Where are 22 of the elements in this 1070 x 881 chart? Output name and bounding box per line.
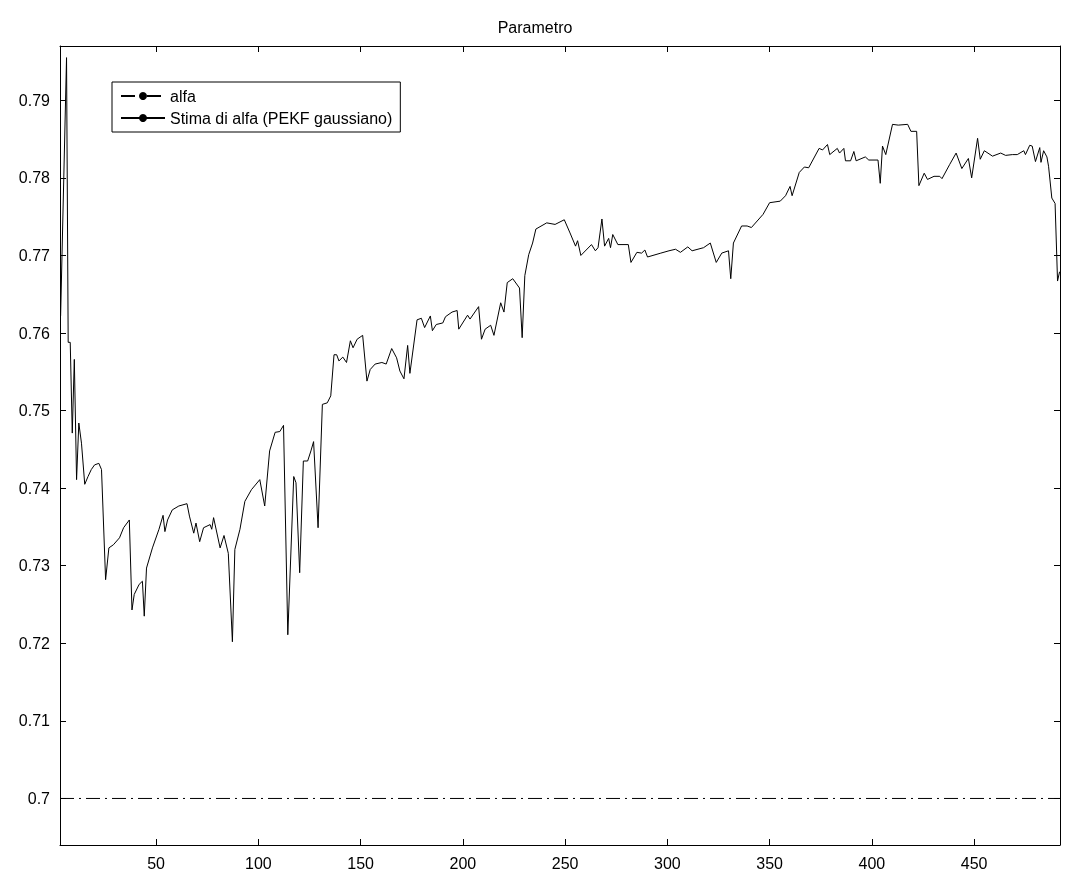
- y-tick-label: 0.71: [18, 712, 51, 730]
- y-tick-label: 0.74: [18, 479, 51, 497]
- x-tick-label: 150: [347, 854, 375, 872]
- y-tick-label: 0.7: [27, 789, 51, 807]
- chart-title: Parametro: [497, 18, 573, 36]
- x-tick-label: 300: [654, 854, 681, 872]
- x-tick-label: 250: [551, 854, 579, 872]
- y-tick-label: 0.72: [18, 634, 51, 652]
- y-tick-label: 0.79: [18, 91, 51, 109]
- y-tick-label: 0.76: [18, 324, 51, 342]
- x-tick-label: 400: [858, 854, 886, 872]
- y-tick-label: 0.73: [18, 557, 51, 575]
- legend-label: alfa: [170, 87, 196, 105]
- x-tick-label: 200: [449, 854, 477, 872]
- x-tick-label: 50: [147, 854, 166, 872]
- y-tick-label: 0.78: [18, 169, 51, 187]
- y-tick-label: 0.75: [18, 402, 51, 420]
- x-tick-label: 100: [245, 854, 272, 872]
- x-tick-label: 350: [756, 854, 784, 872]
- legend-label: Stima di alfa (PEKF gaussiano): [170, 109, 393, 127]
- x-tick-label: 450: [960, 854, 988, 872]
- y-tick-label: 0.77: [18, 246, 51, 264]
